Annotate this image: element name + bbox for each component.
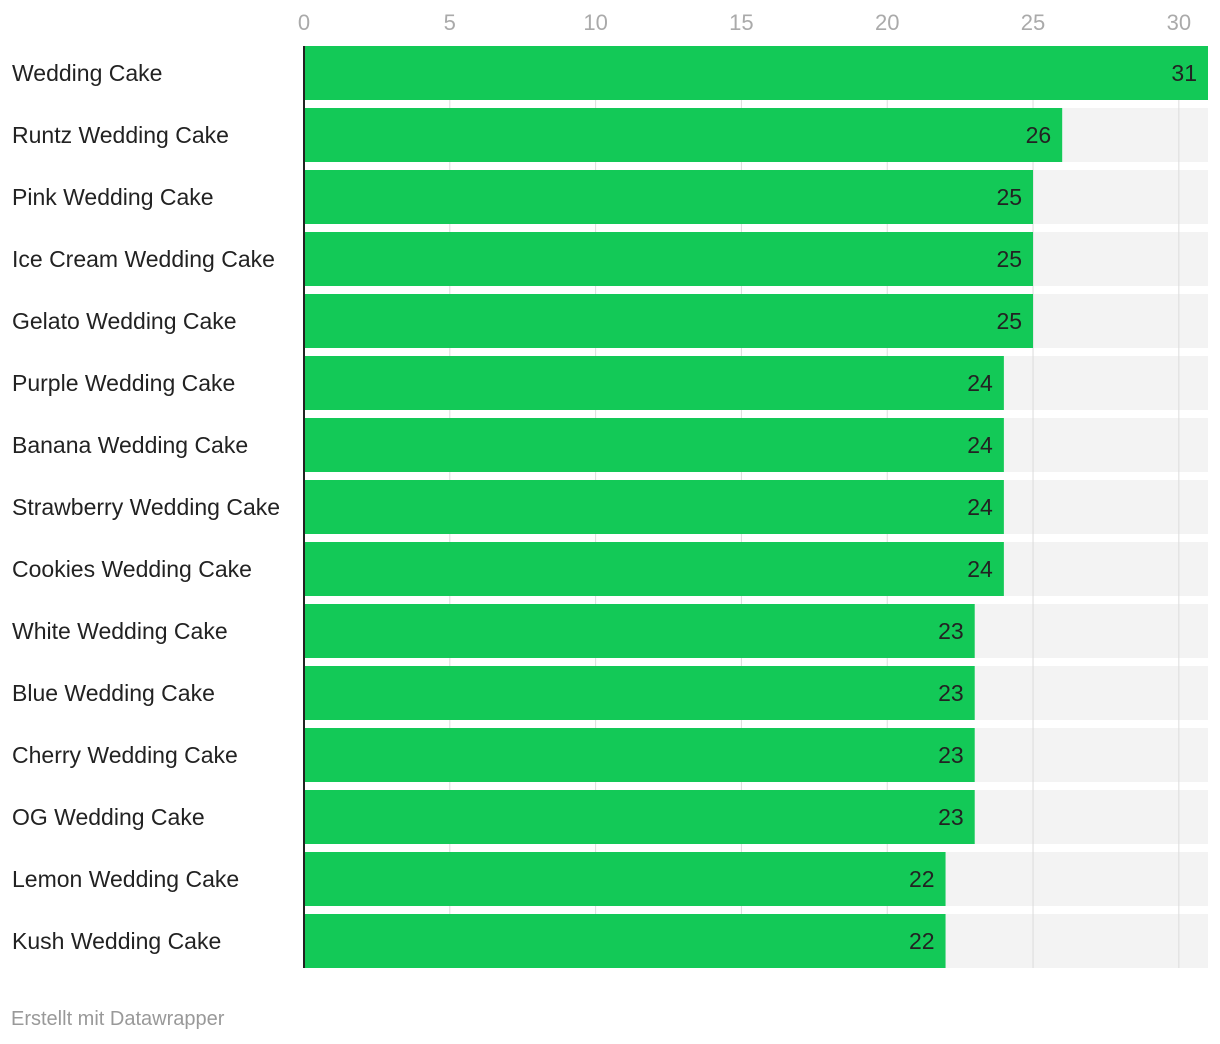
value-label: 24	[967, 370, 993, 396]
bar	[304, 728, 975, 782]
bar	[304, 480, 1004, 534]
category-label: Ice Cream Wedding Cake	[12, 246, 275, 272]
bar	[304, 604, 975, 658]
bar-layer	[304, 46, 1208, 968]
bar	[304, 790, 975, 844]
category-label: Purple Wedding Cake	[12, 370, 235, 396]
bar	[304, 356, 1004, 410]
value-label: 25	[996, 308, 1022, 334]
bar	[304, 852, 946, 906]
x-tick-label: 30	[1167, 10, 1191, 35]
value-label: 23	[938, 804, 964, 830]
value-label: 25	[996, 184, 1022, 210]
bar	[304, 108, 1063, 162]
value-label: 24	[967, 556, 993, 582]
category-label: Banana Wedding Cake	[12, 432, 248, 458]
value-label: 23	[938, 680, 964, 706]
bar	[304, 418, 1004, 472]
bar	[304, 294, 1034, 348]
x-tick-label: 5	[444, 10, 456, 35]
category-label: Cookies Wedding Cake	[12, 556, 252, 582]
value-label: 23	[938, 618, 964, 644]
value-label: 24	[967, 432, 993, 458]
value-label: 22	[909, 866, 935, 892]
category-label: Pink Wedding Cake	[12, 184, 214, 210]
category-label: Strawberry Wedding Cake	[12, 494, 280, 520]
bar	[304, 170, 1034, 224]
value-label: 31	[1171, 60, 1197, 86]
x-tick-label: 20	[875, 10, 899, 35]
category-label: Blue Wedding Cake	[12, 680, 215, 706]
bar-chart: 0 5 10 15 20 25 30 Wedding Cake 31 Runtz Wedding …	[12, 10, 1208, 968]
category-label: White Wedding Cake	[12, 618, 228, 644]
category-label: Cherry Wedding Cake	[12, 742, 238, 768]
bar	[304, 232, 1034, 286]
value-label: 25	[996, 246, 1022, 272]
value-label: 26	[1026, 122, 1052, 148]
bar	[304, 46, 1208, 100]
category-label: Wedding Cake	[12, 60, 162, 86]
category-label: Gelato Wedding Cake	[12, 308, 237, 334]
x-tick-label: 0	[298, 10, 310, 35]
label-layer: 0 5 10 15 20 25 30 Wedding Cake 31 Runtz Wedding …	[12, 10, 1197, 954]
datawrapper-credit: Erstellt mit Datawrapper	[11, 1008, 225, 1030]
x-tick-label: 25	[1021, 10, 1045, 35]
value-label: 22	[909, 928, 935, 954]
x-tick-label: 10	[583, 10, 607, 35]
x-tick-label: 15	[729, 10, 753, 35]
value-label: 24	[967, 494, 993, 520]
value-label: 23	[938, 742, 964, 768]
category-label: OG Wedding Cake	[12, 804, 205, 830]
bar	[304, 542, 1004, 596]
category-label: Lemon Wedding Cake	[12, 866, 239, 892]
category-label: Kush Wedding Cake	[12, 928, 221, 954]
bar	[304, 666, 975, 720]
bar	[304, 914, 946, 968]
category-label: Runtz Wedding Cake	[12, 122, 229, 148]
